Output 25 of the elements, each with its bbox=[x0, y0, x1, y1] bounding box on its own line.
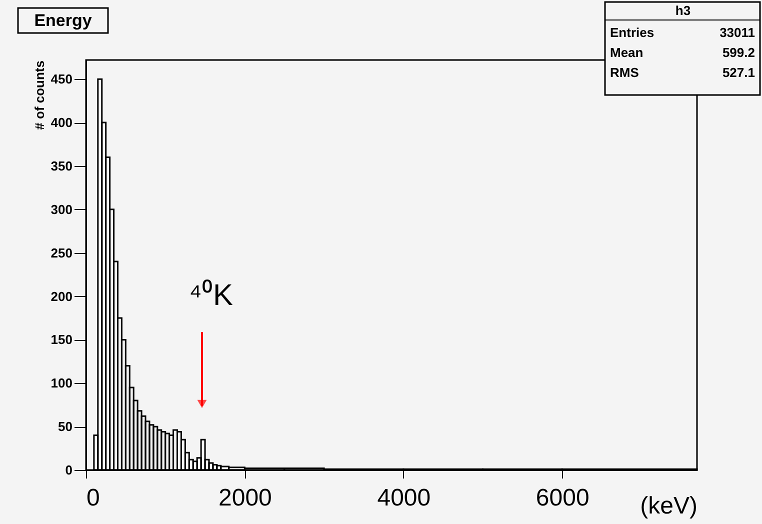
text: 33011 bbox=[720, 25, 755, 40]
y-tick-label: 300 bbox=[50, 202, 72, 217]
x-tick-label: 2000 bbox=[218, 484, 272, 512]
y-tick-label: 350 bbox=[50, 158, 72, 174]
text: h3 bbox=[675, 3, 691, 18]
text: Entries bbox=[610, 25, 654, 40]
x-tick-label: 0 bbox=[86, 484, 100, 512]
x-tick-label: 6000 bbox=[536, 484, 590, 512]
annotation: ⁴⁰K bbox=[189, 279, 233, 312]
y-tick-label: 200 bbox=[50, 288, 72, 304]
chart-title: Energy bbox=[34, 11, 92, 30]
y-tick-label: 450 bbox=[50, 72, 72, 87]
y-tick-label: 250 bbox=[50, 245, 72, 260]
y-tick-label: 100 bbox=[50, 376, 72, 391]
y-axis-title: # of counts bbox=[32, 60, 47, 130]
x-tick-label: 4000 bbox=[377, 484, 431, 512]
y-tick-label: 50 bbox=[58, 419, 72, 434]
y-tick-label: 0 bbox=[65, 462, 72, 478]
text: 527.1 bbox=[722, 65, 755, 80]
text: Mean bbox=[610, 45, 644, 60]
x-axis-title: (keV) bbox=[640, 492, 698, 520]
text: 599.2 bbox=[722, 45, 755, 60]
annotation: RMS bbox=[610, 65, 640, 80]
y-tick-label: 150 bbox=[50, 332, 72, 348]
y-tick-label: 400 bbox=[50, 115, 72, 130]
